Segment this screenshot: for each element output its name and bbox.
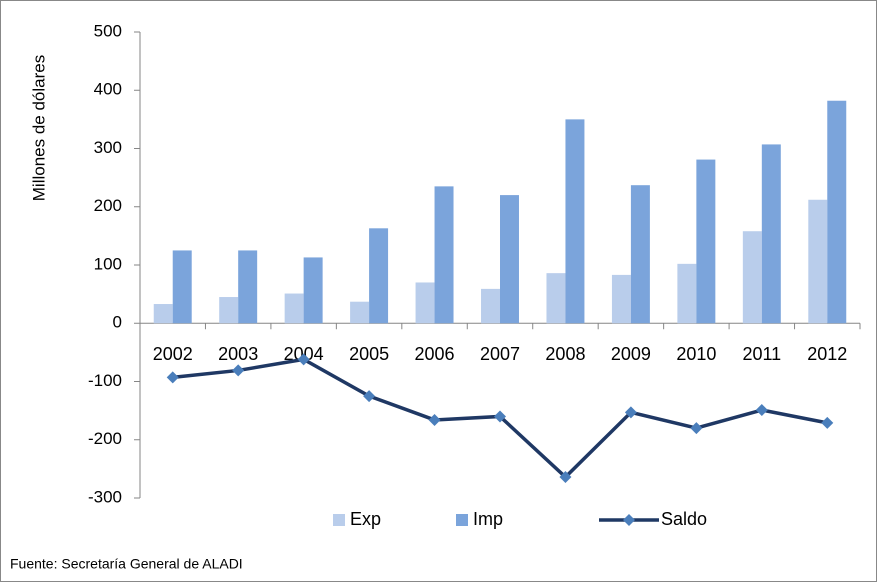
bar [481,288,500,324]
marker [166,371,179,384]
y-tick-label: -300 [88,487,122,506]
bar [761,144,781,324]
x-tick-label: 2011 [742,344,781,364]
x-tick-label: 2006 [415,344,455,364]
bar [238,250,258,324]
y-tick-label: 500 [94,21,122,40]
marker [755,404,768,417]
x-tick-label: 2008 [545,344,585,364]
bar [827,100,847,324]
bar [172,250,192,324]
legend-swatch [333,514,345,526]
bar [434,186,454,324]
x-tick-label: 2009 [611,344,651,364]
bar [808,199,828,324]
bar [696,159,716,324]
x-tick-label: 2005 [349,344,389,364]
marker [624,406,637,419]
y-tick-label: 0 [113,313,122,332]
bar [546,273,566,324]
legend-swatch [456,514,468,526]
bar [742,231,762,324]
y-axis-label: Millones de dólares [29,55,48,201]
legend-marker [623,514,635,526]
source-note: Fuente: Secretaría General de ALADI [10,556,243,572]
bar [219,297,239,324]
marker [297,353,310,366]
bar [677,263,697,324]
bar [369,228,389,324]
y-tick-label: 200 [94,196,122,215]
bar [630,185,650,324]
x-tick-label: 2007 [480,344,520,364]
bar [284,293,304,324]
marker [494,410,506,423]
marker [363,390,376,403]
x-tick-label: 2002 [153,344,193,364]
y-tick-label: 300 [94,138,122,157]
marker [428,413,441,426]
y-tick-label: 400 [94,80,122,99]
bar [415,282,435,324]
bar [153,304,173,324]
y-tick-label: -200 [88,429,122,448]
y-tick-label: 100 [94,254,122,273]
legend-label: Saldo [661,509,707,529]
x-tick-label: 2010 [676,344,716,364]
legend-label: Exp [350,509,381,529]
marker [690,422,703,435]
legend-label: Imp [473,509,503,529]
marker [821,416,834,429]
bar [565,119,585,324]
bar [350,301,370,324]
bar [303,257,323,324]
x-tick-label: 2003 [218,344,258,364]
marker [559,471,572,484]
bar [500,195,519,324]
bar [611,274,631,324]
y-tick-label: -100 [88,371,122,390]
x-tick-label: 2012 [807,344,847,364]
marker [232,364,245,377]
